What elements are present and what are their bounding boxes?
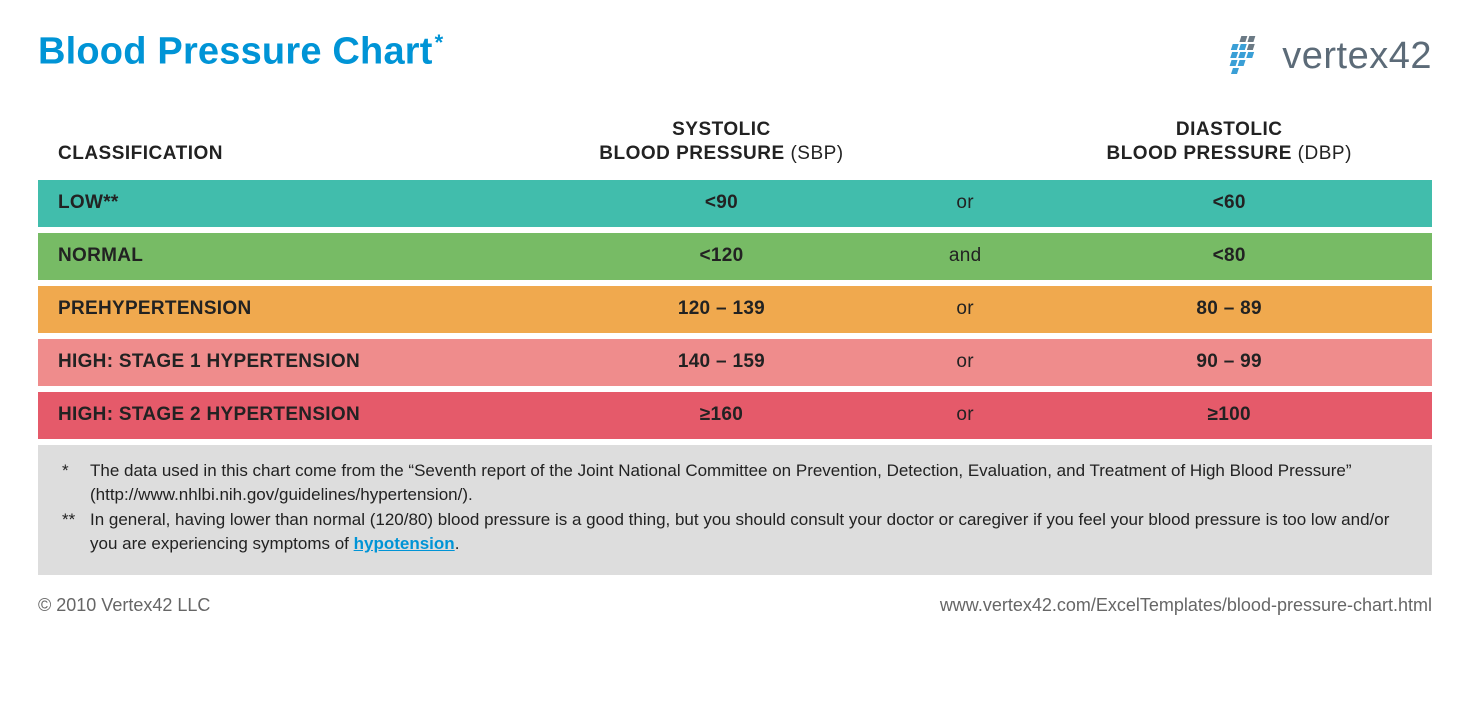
col-header-dbp-line1: DIASTOLIC: [1176, 119, 1283, 140]
cell-dbp: 80 – 89: [1046, 298, 1412, 320]
table-header-row: CLASSIFICATION SYSTOLIC BLOOD PRESSURE (…: [38, 108, 1432, 180]
table-row: HIGH: STAGE 1 HYPERTENSION140 – 159or90 …: [38, 339, 1432, 386]
cell-classification: HIGH: STAGE 2 HYPERTENSION: [58, 404, 559, 426]
cell-classification: PREHYPERTENSION: [58, 298, 559, 320]
logo-icon: [1218, 34, 1272, 78]
footer: © 2010 Vertex42 LLC www.vertex42.com/Exc…: [38, 595, 1432, 616]
cell-dbp: 90 – 99: [1046, 351, 1412, 373]
cell-operator: or: [884, 298, 1046, 320]
brand-logo: vertex42: [1218, 34, 1432, 78]
cell-classification: LOW**: [58, 192, 559, 214]
cell-sbp: <120: [559, 245, 884, 267]
col-header-dbp: DIASTOLIC BLOOD PRESSURE (DBP): [1046, 118, 1412, 166]
cell-operator: and: [884, 245, 1046, 267]
header: Blood Pressure Chart* verte: [38, 30, 1432, 78]
note-text: The data used in this chart come from th…: [90, 459, 1408, 508]
table-row: NORMAL<120and<80: [38, 233, 1432, 280]
table-body: LOW**<90or<60NORMAL<120and<80PREHYPERTEN…: [38, 180, 1432, 439]
col-header-sbp-line1: SYSTOLIC: [672, 119, 771, 140]
note-mark: **: [62, 508, 90, 557]
cell-classification: HIGH: STAGE 1 HYPERTENSION: [58, 351, 559, 373]
footer-url: www.vertex42.com/ExcelTemplates/blood-pr…: [940, 595, 1432, 616]
note-line: *The data used in this chart come from t…: [62, 459, 1408, 508]
col-header-dbp-sub: (DBP): [1292, 143, 1352, 164]
note-text: In general, having lower than normal (12…: [90, 508, 1408, 557]
cell-sbp: ≥160: [559, 404, 884, 426]
cell-classification: NORMAL: [58, 245, 559, 267]
col-header-classification-text: CLASSIFICATION: [58, 143, 223, 164]
page-title: Blood Pressure Chart*: [38, 30, 443, 74]
notes-block: *The data used in this chart come from t…: [38, 445, 1432, 576]
table-row: HIGH: STAGE 2 HYPERTENSION≥160or≥100: [38, 392, 1432, 439]
cell-dbp: ≥100: [1046, 404, 1412, 426]
cell-sbp: 140 – 159: [559, 351, 884, 373]
col-header-spacer: [884, 118, 1046, 166]
cell-dbp: <80: [1046, 245, 1412, 267]
col-header-dbp-line2: BLOOD PRESSURE: [1106, 143, 1291, 164]
footer-copyright: © 2010 Vertex42 LLC: [38, 595, 210, 616]
col-header-sbp: SYSTOLIC BLOOD PRESSURE (SBP): [559, 118, 884, 166]
cell-sbp: 120 – 139: [559, 298, 884, 320]
bp-table: CLASSIFICATION SYSTOLIC BLOOD PRESSURE (…: [38, 108, 1432, 575]
hypotension-link[interactable]: hypotension: [354, 534, 455, 553]
note-line: **In general, having lower than normal (…: [62, 508, 1408, 557]
cell-operator: or: [884, 192, 1046, 214]
cell-operator: or: [884, 404, 1046, 426]
col-header-sbp-sub: (SBP): [785, 143, 844, 164]
cell-sbp: <90: [559, 192, 884, 214]
title-asterisk: *: [435, 30, 444, 55]
cell-dbp: <60: [1046, 192, 1412, 214]
logo-text: vertex42: [1282, 35, 1432, 78]
table-row: PREHYPERTENSION120 – 139or80 – 89: [38, 286, 1432, 333]
col-header-sbp-line2: BLOOD PRESSURE: [599, 143, 784, 164]
col-header-classification: CLASSIFICATION: [58, 142, 559, 166]
note-mark: *: [62, 459, 90, 508]
cell-operator: or: [884, 351, 1046, 373]
title-text: Blood Pressure Chart: [38, 31, 433, 73]
table-row: LOW**<90or<60: [38, 180, 1432, 227]
